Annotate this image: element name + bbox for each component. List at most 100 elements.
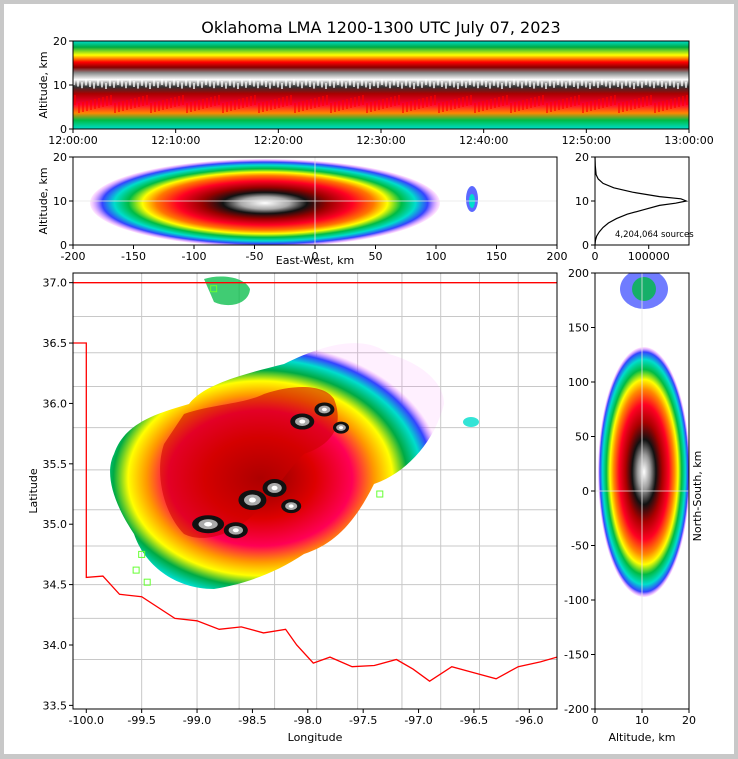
time-height-texture-stripe [410,101,412,111]
time-height-texture-stripe [445,82,447,89]
time-height-texture-stripe [653,82,655,89]
ew-altitude-heatmap [90,159,478,245]
time-height-texture-stripe [622,102,624,112]
time-height-texture-stripe [441,81,443,87]
time-height-texture-stripe [353,81,355,87]
time-height-texture-stripe [289,81,291,88]
time-height-texture-stripe [309,81,311,87]
time-height-panel: 12:00:00 12:10:00 12:20:00 12:30:00 12:40:00… [37,35,714,147]
plan-view-ytick-label: 36.5 [43,337,68,350]
ew-altitude-xtick-label: 0 [312,250,319,263]
time-height-texture-stripe [245,81,247,88]
time-height-texture-stripe [210,97,212,107]
time-height-texture-stripe [522,100,524,110]
time-height-texture-stripe [330,103,332,113]
time-height-texture-stripe [457,83,459,89]
time-height-texture-stripe [674,98,676,108]
time-height-texture-stripe [598,99,600,109]
time-height-texture-stripe [189,81,191,88]
time-height-texture-stripe [386,98,388,108]
time-height-texture-stripe [121,80,123,87]
plan-view-xtick-label: -98.5 [238,714,266,727]
time-height-texture-stripe [513,79,515,85]
time-height-texture-stripe [346,99,348,109]
time-height-texture-stripe [238,99,240,109]
time-height-texture-stripe [413,83,415,89]
time-height-texture-stripe [373,80,375,87]
time-height-texture-stripe [390,97,392,107]
time-height-texture-stripe [226,102,228,112]
time-height-xtick-label: 12:50:00 [562,134,611,147]
ns-altitude-ytick-label: -100 [564,594,589,607]
time-height-texture-stripe [617,81,619,87]
time-height-texture-stripe [114,103,116,113]
time-height-texture-stripe [298,102,300,112]
time-height-texture-stripe [474,103,476,113]
time-height-texture-stripe [382,99,384,109]
time-height-texture-stripe [494,98,496,108]
ew-altitude-ytick-label: 10 [53,195,67,208]
ns-altitude-xtick-label: 20 [682,714,696,727]
time-height-texture-stripe [82,102,84,112]
time-height-texture-stripe [545,83,547,89]
time-height-texture-stripe [621,82,623,89]
time-height-texture-stripe [225,82,227,89]
time-height-texture-stripe [469,79,471,85]
time-height-texture-stripe [553,81,555,88]
time-height-xtick-label: 12:20:00 [254,134,303,147]
time-height-texture-stripe [229,79,231,86]
time-height-texture-stripe [234,100,236,110]
time-height-texture-stripe [198,100,200,110]
time-height-texture-stripe [209,80,211,87]
time-height-texture-stripe [458,98,460,108]
time-height-ticks: 12:00:00 12:10:00 12:20:00 12:30:00 12:40:00… [48,35,713,147]
time-height-texture-stripe [649,80,651,87]
time-height-texture-stripe [666,100,668,110]
time-height-texture-stripe [293,79,295,85]
time-height-texture-stripe [561,80,563,87]
time-height-texture-stripe [326,95,328,105]
time-height-xtick-label: 13:00:00 [664,134,713,147]
time-height-texture-stripe [542,95,544,105]
ew-altitude-ticks: -200 -150 -100 -50 0 50 100 150 200 0 10 20 [53,151,568,263]
time-height-ytick-label: 10 [53,79,67,92]
time-height-texture-stripe [558,100,560,110]
time-height-texture-stripe [514,102,516,112]
time-height-texture-stripe [90,100,92,110]
dense-cell-peak [339,426,344,430]
time-height-texture-stripe [126,100,128,110]
time-height-texture-stripe [133,81,135,87]
time-height-texture-stripe [165,80,167,87]
time-height-texture-stripe [246,97,248,107]
time-height-texture-stripe [354,97,356,107]
plan-view-ticks: -100.0 -99.5 -99.0 -98.5 -98.0 -97.5 -97.0 -96.… [43,277,544,727]
lma-figure: Oklahoma LMA 1200-1300 UTC July 07, 2023… [27,18,714,744]
time-height-texture-stripe [685,81,687,88]
time-height-texture-stripe [241,80,243,87]
time-height-texture-stripe [577,82,579,89]
time-height-texture-stripe [173,79,175,86]
time-height-xtick-label: 12:30:00 [356,134,405,147]
time-height-texture-stripe [569,79,571,86]
time-height-xtick-label: 12:00:00 [48,134,97,147]
time-height-texture-stripe [605,80,607,87]
time-height-texture-stripe [78,103,80,113]
time-height-texture-stripe [433,82,435,89]
time-height-texture-stripe [254,95,256,105]
time-height-texture-stripe [125,82,127,89]
time-height-texture-stripe [273,79,275,86]
time-height-texture-stripe [378,100,380,110]
time-height-texture-stripe [197,80,199,87]
time-height-texture-stripe [566,98,568,108]
time-height-texture-stripe [429,80,431,87]
time-height-texture-stripe [358,96,360,106]
oklahoma-state-border [73,282,557,682]
plan-view-north-cell [204,276,250,306]
time-height-texture-stripe [405,79,407,86]
time-height-texture-stripe [122,101,124,111]
time-height-texture-stripe [509,81,511,88]
time-height-texture-stripe [374,101,376,111]
lma-station-marker [132,566,140,574]
lma-station-marker [138,550,146,558]
time-height-texture-stripe [113,81,115,88]
